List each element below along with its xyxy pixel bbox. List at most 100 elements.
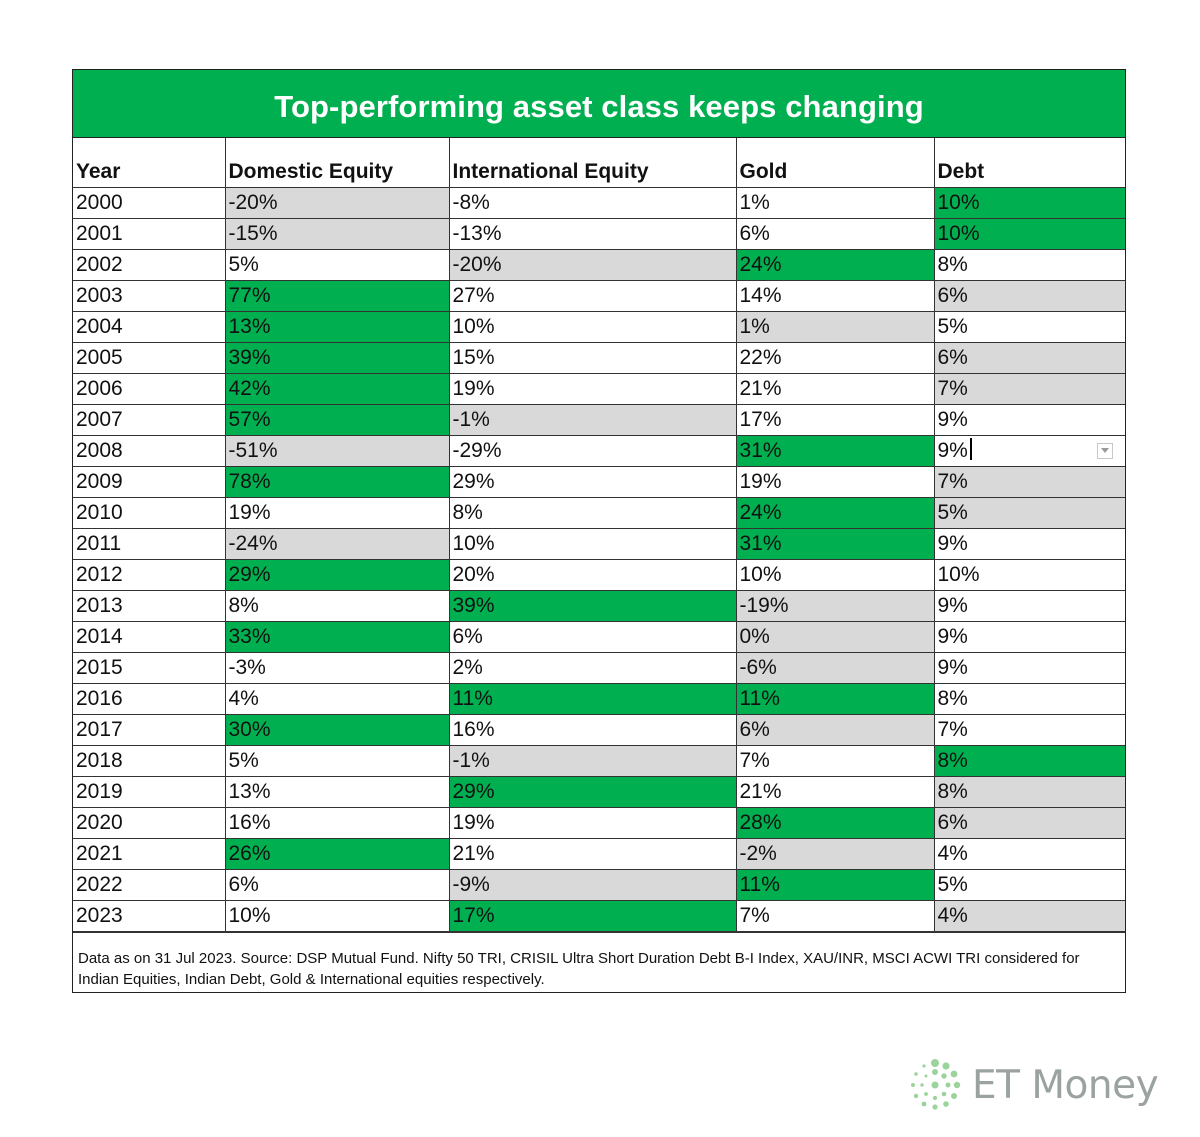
- domestic-equity-cell: 77%: [224, 279, 450, 312]
- international-equity-cell: 39%: [448, 589, 737, 622]
- international-equity-cell: 19%: [448, 806, 737, 839]
- return-value: -3%: [228, 655, 266, 679]
- gold-cell: 11%: [735, 682, 935, 715]
- year-cell: 2005: [73, 341, 226, 374]
- return-value: 31%: [739, 438, 782, 462]
- gold-cell: 28%: [735, 806, 935, 839]
- cell-dropdown-icon[interactable]: [1097, 442, 1113, 459]
- domestic-equity-cell: 13%: [224, 310, 450, 343]
- return-value: 5%: [228, 252, 259, 276]
- international-equity-cell: -1%: [448, 744, 737, 777]
- return-value: -9%: [452, 872, 490, 896]
- header-debt: Debt: [933, 138, 1125, 188]
- source-footnote: Data as on 31 Jul 2023. Source: DSP Mutu…: [73, 931, 1125, 992]
- gold-cell: 24%: [735, 496, 935, 529]
- gold-cell: 7%: [735, 899, 935, 932]
- international-equity-cell: 10%: [448, 310, 737, 343]
- return-value: 10%: [452, 314, 495, 338]
- debt-cell: 5%: [933, 868, 1125, 901]
- return-value: 20%: [452, 562, 495, 586]
- debt-cell: 9%: [933, 527, 1125, 560]
- debt-cell: 6%: [933, 806, 1125, 839]
- table-row: 2009 78% 29% 19% 7%: [73, 465, 1125, 498]
- gold-cell: 1%: [735, 186, 935, 219]
- table-body: 2000 -20% -8% 1% 10% 2001 -15% -13% 6% 10% 2002 5% -…: [73, 186, 1125, 932]
- year-cell: 2017: [73, 713, 226, 746]
- return-value: 21%: [452, 841, 495, 865]
- table-row: 2010 19% 8% 24% 5%: [73, 496, 1125, 529]
- international-equity-cell: 21%: [448, 837, 737, 870]
- return-value: 8%: [452, 500, 483, 524]
- return-value: 8%: [937, 748, 968, 772]
- return-value: 1%: [739, 314, 770, 338]
- return-value: 77%: [228, 283, 271, 307]
- return-value: 10%: [739, 562, 782, 586]
- brand-name: ET Money: [972, 1062, 1159, 1108]
- gold-cell: -19%: [735, 589, 935, 622]
- international-equity-cell: -1%: [448, 403, 737, 436]
- debt-cell: 9%: [933, 620, 1125, 653]
- year-cell: 2010: [73, 496, 226, 529]
- domestic-equity-cell: -15%: [224, 217, 450, 250]
- table-row: 2003 77% 27% 14% 6%: [73, 279, 1125, 312]
- year-cell: 2022: [73, 868, 226, 901]
- return-value: 17%: [452, 903, 495, 927]
- return-value: -15%: [228, 221, 278, 245]
- domestic-equity-cell: 4%: [224, 682, 450, 715]
- debt-cell: 7%: [933, 372, 1125, 405]
- table-row: 2019 13% 29% 21% 8%: [73, 775, 1125, 808]
- year-cell: 2020: [73, 806, 226, 839]
- table-row: 2021 26% 21% -2% 4%: [73, 837, 1125, 870]
- return-value: 7%: [937, 469, 968, 493]
- gold-cell: 14%: [735, 279, 935, 312]
- gold-cell: 21%: [735, 775, 935, 808]
- domestic-equity-cell: 26%: [224, 837, 450, 870]
- international-equity-cell: 17%: [448, 899, 737, 932]
- return-value: 21%: [739, 376, 782, 400]
- gold-cell: -2%: [735, 837, 935, 870]
- domestic-equity-cell: 13%: [224, 775, 450, 808]
- return-value: 16%: [452, 717, 495, 741]
- debt-cell: 7%: [933, 713, 1125, 746]
- international-equity-cell: 15%: [448, 341, 737, 374]
- international-equity-cell: 8%: [448, 496, 737, 529]
- international-equity-cell: 2%: [448, 651, 737, 684]
- return-value: 7%: [739, 748, 770, 772]
- return-value: 6%: [739, 717, 770, 741]
- gold-cell: 10%: [735, 558, 935, 591]
- return-value: 29%: [452, 779, 495, 803]
- table-row: 2007 57% -1% 17% 9%: [73, 403, 1125, 436]
- table-row: 2001 -15% -13% 6% 10%: [73, 217, 1125, 250]
- return-value: 9%: [937, 439, 968, 462]
- return-value: 9%: [937, 593, 968, 617]
- return-value: -8%: [452, 190, 490, 214]
- table-row: 2014 33% 6% 0% 9%: [73, 620, 1125, 653]
- return-value: 13%: [228, 779, 271, 803]
- year-cell: 2003: [73, 279, 226, 312]
- debt-cell: 10%: [933, 186, 1125, 219]
- table-row: 2016 4% 11% 11% 8%: [73, 682, 1125, 715]
- return-value: -6%: [739, 655, 777, 679]
- table-row: 2011 -24% 10% 31% 9%: [73, 527, 1125, 560]
- debt-cell: 9%: [933, 589, 1125, 622]
- return-value: -29%: [452, 438, 502, 462]
- return-value: 29%: [452, 469, 495, 493]
- debt-cell: 5%: [933, 310, 1125, 343]
- return-value: -51%: [228, 438, 278, 462]
- gold-cell: -6%: [735, 651, 935, 684]
- table-row: 2015 -3% 2% -6% 9%: [73, 651, 1125, 684]
- return-value: 30%: [228, 717, 271, 741]
- table-row: 2006 42% 19% 21% 7%: [73, 372, 1125, 405]
- debt-cell: 5%: [933, 496, 1125, 529]
- international-equity-cell: 11%: [448, 682, 737, 715]
- return-value: 22%: [739, 345, 782, 369]
- return-value: 7%: [937, 376, 968, 400]
- debt-cell: 4%: [933, 899, 1125, 932]
- gold-cell: 24%: [735, 248, 935, 281]
- return-value: 21%: [739, 779, 782, 803]
- return-value: 6%: [937, 345, 968, 369]
- return-value: 9%: [937, 655, 968, 679]
- year-cell: 2008: [73, 434, 226, 467]
- return-value: 5%: [937, 314, 968, 338]
- return-value: -1%: [452, 748, 490, 772]
